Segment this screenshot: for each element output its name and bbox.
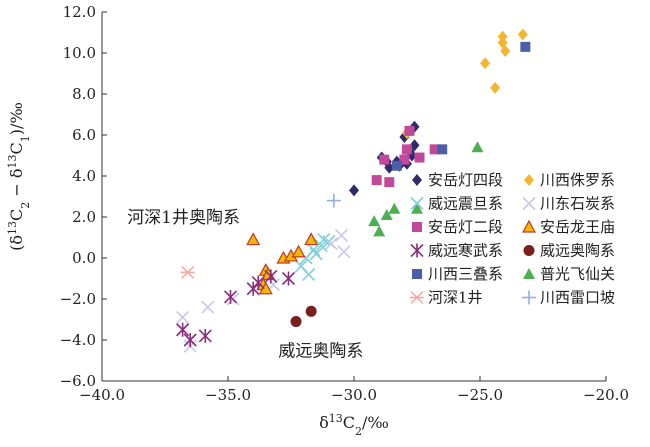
legend-marker [412,174,422,186]
data-point [349,184,359,197]
legend-label: 川西侏罗系 [540,171,615,189]
chart-annotation: 河深1井奥陶系 [127,208,240,228]
legend-label: 安岳灯四段 [428,171,503,189]
y-axis-label: (δ13C2 − δ13C1)/‰ [6,102,32,251]
legend-marker [523,245,535,256]
legend-marker [521,219,537,233]
y-tick-label: 2.0 [72,208,96,226]
data-point [180,265,195,279]
legend-label: 威远寒武系 [428,242,503,260]
data-point [371,175,382,186]
y-tick-label: 12.0 [63,3,96,21]
data-point [281,271,296,286]
legend-marker [523,268,535,279]
data-point [497,30,508,43]
data-point [176,322,190,337]
y-tick-label: 8.0 [72,85,96,103]
data-point [304,232,319,246]
data-point [302,267,316,281]
data-point [264,269,278,284]
legend-marker [410,290,424,305]
y-tick-label: 10.0 [63,44,96,62]
data-point [201,300,215,314]
data-point [223,289,238,304]
legend-label: 安岳灯二段 [428,218,503,236]
x-tick-label: −40.0 [79,386,125,404]
data-point [388,202,401,214]
data-point [251,275,265,290]
data-point [183,333,197,347]
data-point [399,154,410,165]
legend-label: 川西三叠系 [428,265,503,283]
data-point [291,244,306,258]
data-point [309,247,323,261]
legend-marker [410,243,424,258]
data-point [401,144,412,155]
legend-label: 安岳龙王庙 [540,218,615,236]
y-tick-label: −6.0 [60,372,96,390]
y-tick-label: 0.0 [72,249,96,267]
data-point [307,243,321,257]
x-axis-label: δ13C2/‰ [319,412,389,438]
data-point [404,125,415,136]
data-point [314,239,328,253]
legend-marker [410,196,424,211]
legend-marker [412,222,422,232]
data-point [324,237,338,251]
data-point [334,228,348,243]
legend-label: 川东石炭系 [540,195,615,213]
legend-marker [412,269,422,279]
chart-annotation: 威远奥陶系 [278,341,363,361]
data-point [414,152,425,163]
data-point [379,154,390,165]
data-point [373,225,386,237]
data-point [368,215,381,227]
legend-label: 川西雷口坡 [540,289,615,307]
x-tick-label: −20.0 [583,386,629,404]
data-point [429,144,440,155]
data-point [384,177,395,188]
data-point [290,316,302,328]
y-tick-label: −4.0 [60,331,96,349]
legend-label: 威远奥陶系 [540,242,615,260]
axis-labels: δ13C2/‰ (δ13C2 − δ13C1)/‰ [6,102,389,437]
data-point [471,141,484,153]
tick-labels: −40.0 −35.0 −30.0 −25.0 −20.0 12.0 10.0 8.0 6.0 4… [60,3,629,404]
data-point [337,245,351,259]
legend-label: 威远震旦系 [428,195,503,213]
y-tick-label: −2.0 [60,290,96,308]
data-point [517,28,528,41]
y-tick-label: 6.0 [72,126,96,144]
legend-marker [522,290,536,305]
data-point [391,160,402,171]
data-point [246,232,261,246]
legend-marker [522,196,536,211]
data-point [490,81,501,94]
legend-marker [524,174,534,186]
data-point [198,328,212,343]
data-point [520,41,531,52]
data-points [176,28,531,353]
y-tick-label: 4.0 [72,167,96,185]
data-point [305,305,317,317]
data-point [176,310,190,325]
legend-label: 河深1井 [428,289,483,307]
data-point [500,44,511,57]
legend-label: 普光飞仙关 [540,265,615,283]
axes-frame [101,11,607,382]
data-point [409,139,420,152]
data-point [411,202,423,214]
data-point [380,208,393,220]
x-tick-label: −35.0 [205,386,251,404]
data-point [326,193,341,208]
data-point [437,144,448,155]
x-tick-label: −30.0 [331,386,377,404]
data-point [480,57,491,70]
x-tick-label: −25.0 [457,386,503,404]
